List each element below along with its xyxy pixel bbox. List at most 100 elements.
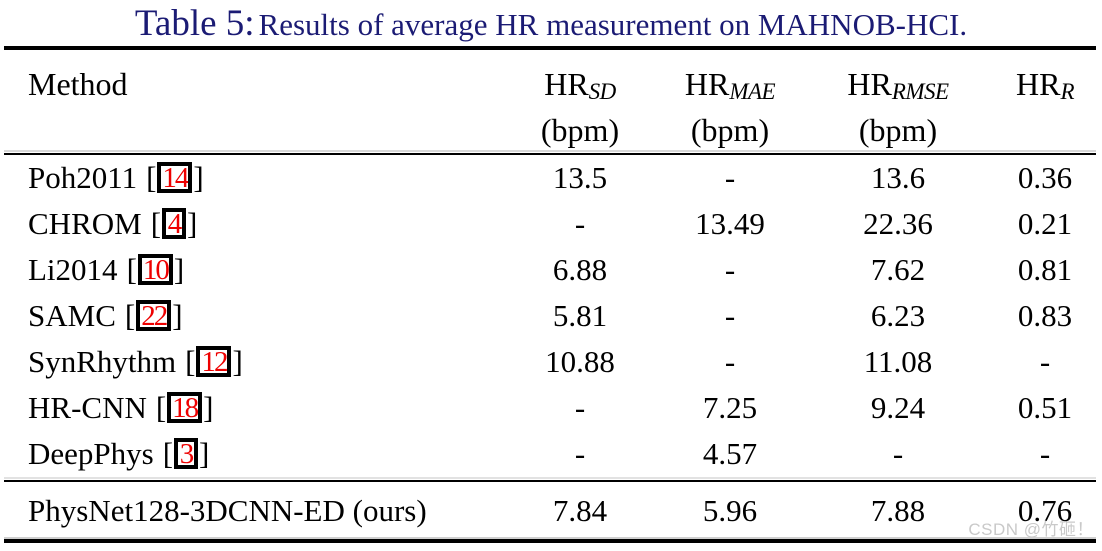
hr-rmse-value: 7.88 <box>870 493 926 528</box>
method-name: Poh2011 <box>28 160 138 195</box>
hr-r-value: 0.81 <box>1017 252 1073 287</box>
citation-open-bracket: [ <box>150 206 162 241</box>
hr-mae-value: - <box>724 160 736 195</box>
citation-close-bracket: ] <box>172 298 183 333</box>
hr-sd-value: 10.88 <box>545 344 615 379</box>
citation-link[interactable]: 4 <box>162 208 187 239</box>
rule-header-separator <box>4 153 1096 155</box>
header-hr-rmse-unit: (bpm) <box>858 112 938 148</box>
table-row: SynRhythm[12] 10.88 - 11.08 - <box>0 339 1102 385</box>
table-row: DeepPhys[3] - 4.57 - - <box>0 431 1102 477</box>
rule-bottom <box>4 539 1096 543</box>
method-name: SAMC <box>28 298 116 333</box>
method-name: Li2014 <box>28 252 118 287</box>
hr-sd-value: - <box>574 206 586 241</box>
method-cell: SAMC[22] <box>0 293 508 339</box>
hr-rmse-value: 13.6 <box>870 160 926 195</box>
hr-rmse-value: 7.62 <box>870 252 926 287</box>
hr-rmse-value: - <box>892 436 904 471</box>
citation-close-bracket: ] <box>199 436 210 471</box>
header-hr-mae-unit: (bpm) <box>690 112 770 148</box>
citation-open-bracket: [ <box>185 344 196 379</box>
header-hr-mae: HRMAE (bpm) <box>652 52 808 150</box>
hr-r-value: 0.36 <box>1017 160 1073 195</box>
citation-link[interactable]: 12 <box>196 346 232 377</box>
hr-sd-value: - <box>574 390 586 425</box>
method-cell: Li2014[10] <box>0 247 508 293</box>
hr-rmse-value: 22.36 <box>863 206 933 241</box>
csdn-watermark: CSDN @竹砸！ <box>968 520 1094 539</box>
hr-r-value: 0.21 <box>1017 206 1073 241</box>
caption-text: Results of average HR measurement on MAH… <box>258 7 968 42</box>
citation-open-bracket: [ <box>162 436 174 471</box>
citation-link[interactable]: 10 <box>137 254 173 285</box>
citation-number: 22 <box>141 300 167 331</box>
method-cell: HR-CNN[18] <box>0 385 508 431</box>
hr-rmse-value: 11.08 <box>863 344 933 379</box>
table-caption: Table 5: Results of average HR measureme… <box>0 2 1102 45</box>
hr-rmse-value: 6.23 <box>870 298 926 333</box>
method-name: DeepPhys <box>28 436 154 471</box>
hr-mae-value: - <box>724 298 736 333</box>
hr-sd-value: 6.88 <box>552 252 608 287</box>
caption-prefix: Table 5: <box>134 3 255 44</box>
citation-open-bracket: [ <box>126 252 137 287</box>
hr-mae-value: 7.25 <box>702 390 758 425</box>
hr-sd-value: 7.84 <box>552 493 608 528</box>
table-body: Poh2011[14] 13.5 - 13.6 0.36 CHROM[4] - … <box>0 155 1102 477</box>
citation-link[interactable]: 22 <box>136 300 172 331</box>
method-cell: DeepPhys[3] <box>0 431 508 477</box>
hr-sd-value: 5.81 <box>552 298 608 333</box>
hr-mae-value: 4.57 <box>702 436 758 471</box>
header-hr-r-subscript: R <box>1060 79 1074 104</box>
table-row: SAMC[22] 5.81 - 6.23 0.83 <box>0 293 1102 339</box>
table-row: HR-CNN[18] - 7.25 9.24 0.51 <box>0 385 1102 431</box>
rule-footer-separator <box>4 480 1096 482</box>
citation-link[interactable]: 18 <box>167 392 203 423</box>
method-cell: PhysNet128-3DCNN-ED (ours) <box>28 493 427 528</box>
citation-open-bracket: [ <box>124 298 136 333</box>
hr-r-value: 0.83 <box>1017 298 1073 333</box>
hr-r-value: 0.51 <box>1017 390 1073 425</box>
citation-open-bracket: [ <box>155 390 167 425</box>
hr-r-value: - <box>1039 344 1051 379</box>
citation-link[interactable]: 14 <box>157 162 193 193</box>
citation-number: 14 <box>162 162 188 193</box>
header-method: Method <box>28 66 128 102</box>
table-footer-row: PhysNet128-3DCNN-ED (ours) 7.84 5.96 7.8… <box>0 482 1102 539</box>
citation-close-bracket: ] <box>193 160 204 195</box>
table-row: Poh2011[14] 13.5 - 13.6 0.36 <box>0 155 1102 201</box>
header-hr-sd-subscript: SD <box>588 79 617 104</box>
hr-mae-value: 5.96 <box>702 493 758 528</box>
hr-r-value: 0.76 <box>1017 493 1073 528</box>
hr-sd-value: 13.5 <box>552 160 608 195</box>
header-hr-mae-subscript: MAE <box>729 79 776 104</box>
hr-mae-value: - <box>724 344 736 379</box>
hr-rmse-value: 9.24 <box>870 390 926 425</box>
hr-r-value: - <box>1039 436 1051 471</box>
citation-number: 12 <box>201 346 227 377</box>
header-hr-sd-unit: (bpm) <box>540 112 620 148</box>
citation-close-bracket: ] <box>232 344 243 379</box>
header-hr-rmse: HRRMSE (bpm) <box>808 52 988 150</box>
table-row: Li2014[10] 6.88 - 7.62 0.81 <box>0 247 1102 293</box>
method-cell: Poh2011[14] <box>0 155 508 201</box>
citation-number: 10 <box>142 254 169 285</box>
citation-close-bracket: ] <box>187 206 198 241</box>
citation-number: 4 <box>167 208 182 239</box>
citation-close-bracket: ] <box>173 252 185 287</box>
citation-open-bracket: [ <box>146 160 157 195</box>
citation-link[interactable]: 3 <box>174 438 199 469</box>
citation-number: 18 <box>172 392 198 423</box>
table-row: CHROM[4] - 13.49 22.36 0.21 <box>0 201 1102 247</box>
header-hr-rmse-subscript: RMSE <box>891 79 949 104</box>
method-name: CHROM <box>28 206 142 241</box>
method-name: HR-CNN <box>28 390 147 425</box>
citation-close-bracket: ] <box>203 390 214 425</box>
header-hr-r: HRR <box>1015 66 1075 104</box>
hr-mae-value: 13.49 <box>695 206 765 241</box>
header-hr-sd: HRSD (bpm) <box>508 52 652 150</box>
method-name: SynRhythm <box>28 344 177 379</box>
hr-mae-value: - <box>724 252 736 287</box>
